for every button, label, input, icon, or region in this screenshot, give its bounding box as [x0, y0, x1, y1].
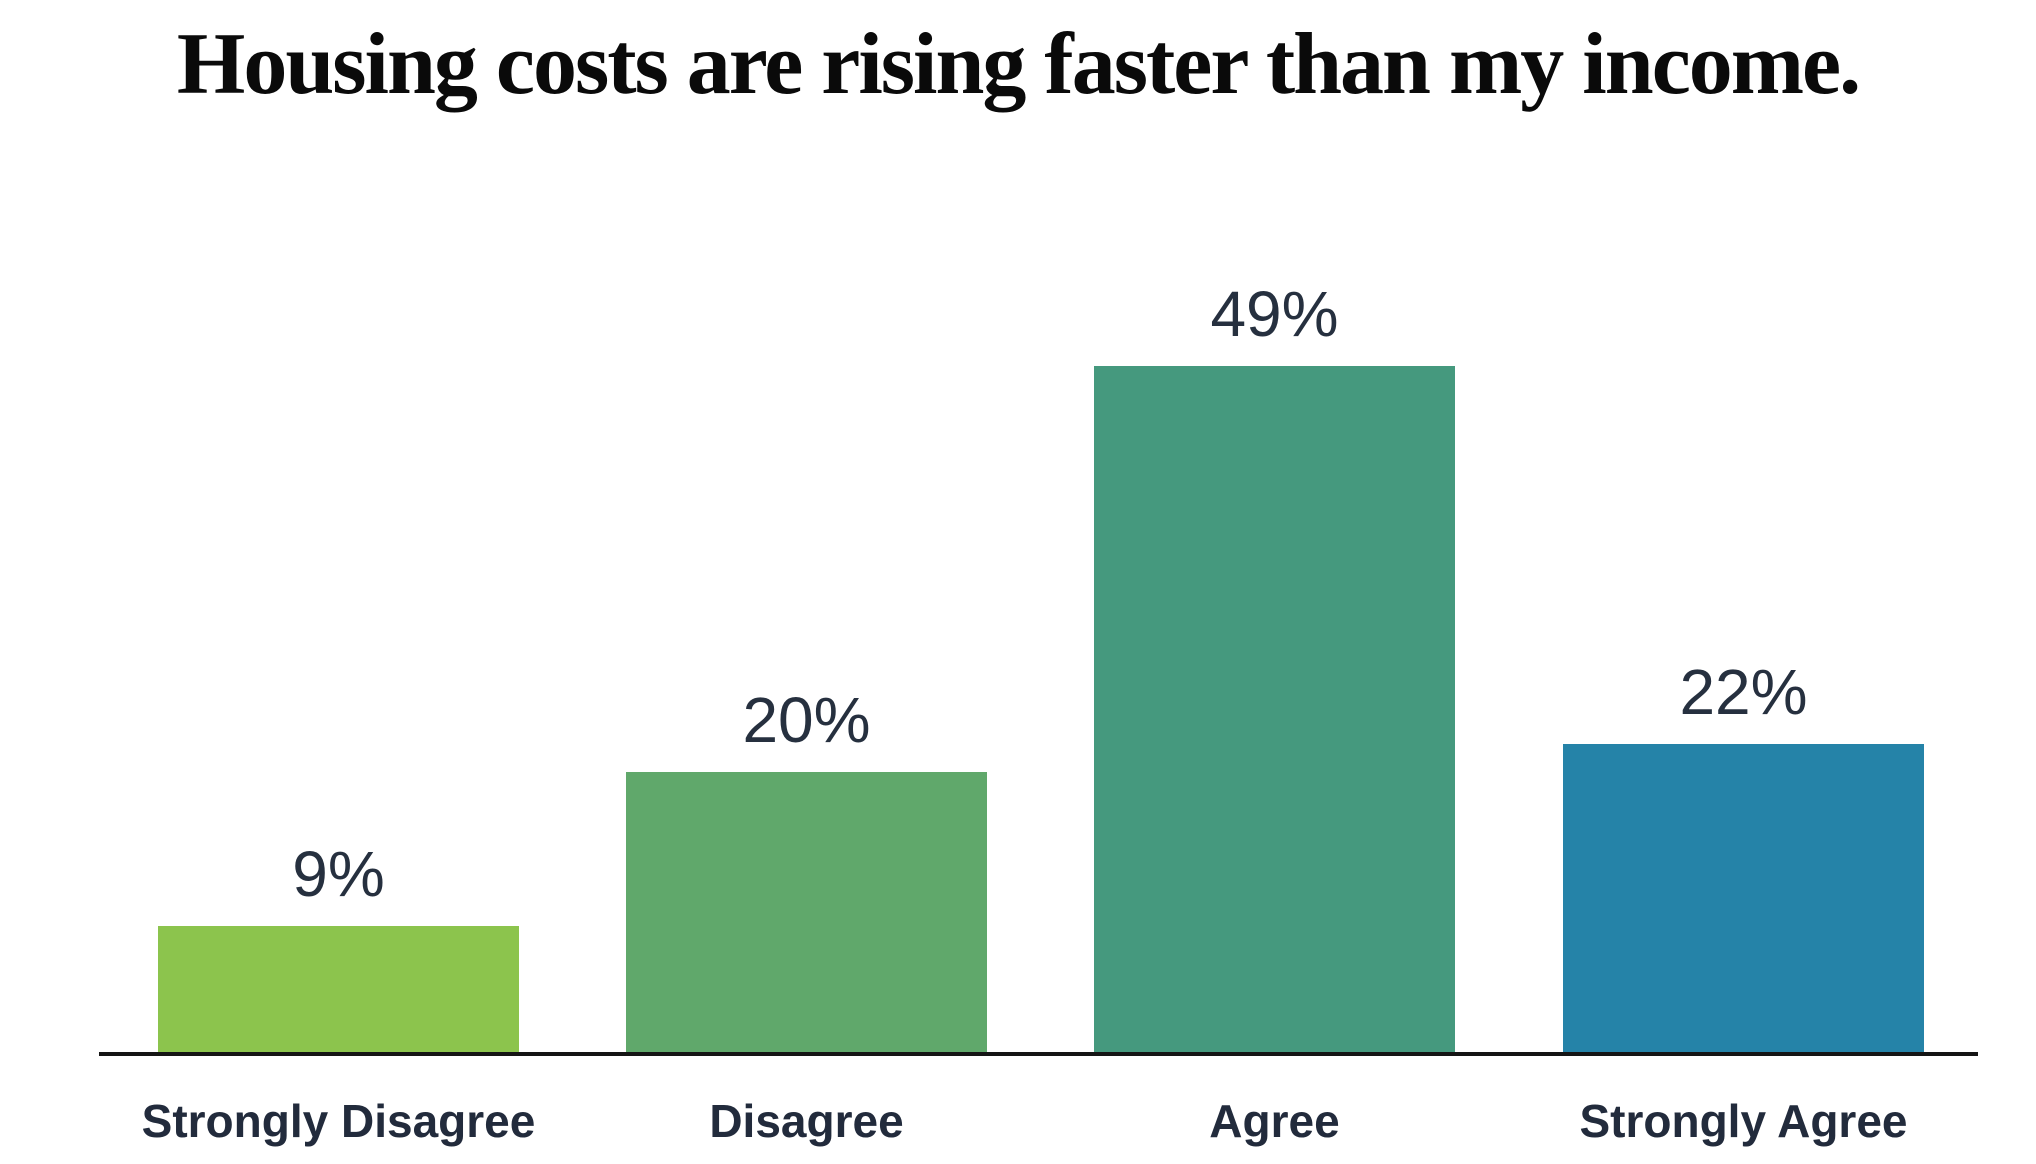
axis-category-label-strongly-disagree: Strongly Disagree [141, 1095, 536, 1148]
bar-value-label: 49% [1210, 278, 1339, 351]
bar-value-label: 9% [292, 838, 385, 911]
bar-group-strongly-disagree: 9% Strongly Disagree [142, 0, 536, 1164]
bar-group-disagree: 20% Disagree [626, 0, 987, 1164]
bar-strongly-agree [1563, 744, 1924, 1052]
axis-category-label-disagree: Disagree [709, 1095, 904, 1148]
bar-group-agree: 49% Agree [1094, 0, 1455, 1164]
x-axis-line [99, 1052, 1978, 1056]
bar-strongly-disagree [158, 926, 519, 1052]
chart-title: Housing costs are rising faster than my … [176, 16, 1861, 113]
axis-category-label-agree: Agree [1209, 1095, 1340, 1148]
axis-category-label-strongly-agree: Strongly Agree [1579, 1095, 1908, 1148]
bar-disagree [626, 772, 987, 1052]
bar-group-strongly-agree: 22% Strongly Agree [1563, 0, 1924, 1164]
bar-value-label: 20% [742, 684, 871, 757]
bar-agree [1094, 366, 1455, 1052]
bar-value-label: 22% [1679, 656, 1808, 729]
